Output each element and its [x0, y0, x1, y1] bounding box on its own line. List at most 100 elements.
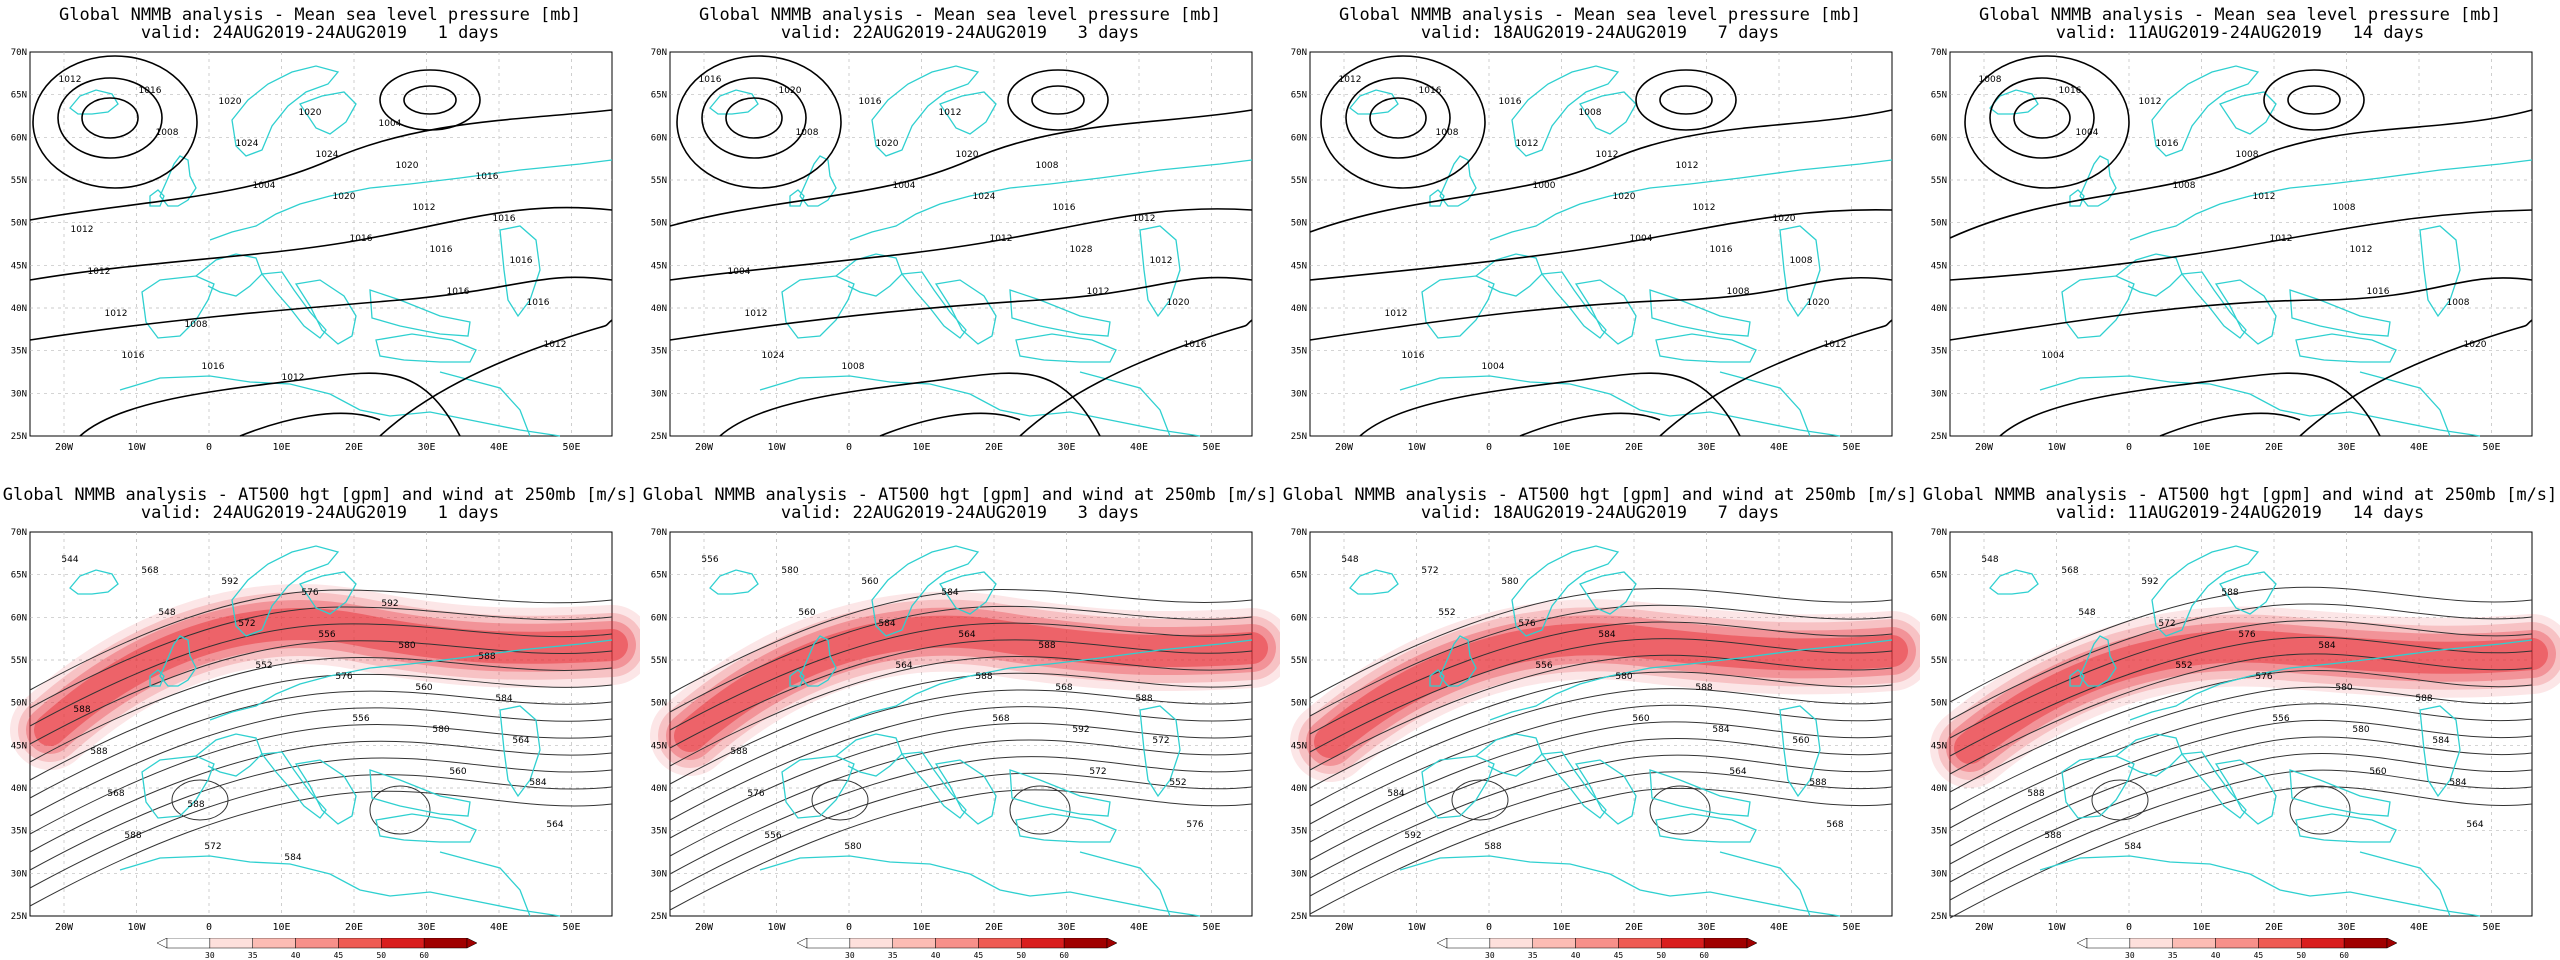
lon-tick-label: 20W	[1335, 922, 1354, 933]
height-label: 588	[975, 672, 992, 682]
isobar-label: 1008	[1036, 161, 1059, 171]
lon-tick-label: 0	[206, 922, 212, 933]
isobar-label: 1004	[728, 267, 751, 277]
isobar-label: 1008	[156, 128, 179, 138]
lat-tick-label: 35N	[1291, 827, 1307, 837]
colorbar-tick: 40	[2211, 951, 2221, 960]
height-label: 588	[478, 652, 495, 662]
colorbar-tick: 35	[1528, 951, 1538, 960]
lon-tick-label: 20W	[1335, 442, 1354, 453]
height-label: 580	[1501, 577, 1518, 587]
lon-tick-label: 0	[1486, 442, 1492, 453]
isobars	[1309, 55, 1893, 437]
colorbar-bin	[2258, 938, 2302, 949]
isobar-label: 1016	[1499, 97, 1522, 107]
map-canvas: 1012 1008 1000 1004 1008 1012 1016 1012 1020 1016…	[1291, 48, 1893, 453]
height-label: 556	[352, 714, 369, 724]
isobar-label: 1020	[2464, 340, 2487, 350]
isobar-label: 1020	[333, 192, 356, 202]
lat-tick-label: 60N	[1931, 133, 1947, 143]
colorbar-bin	[338, 938, 382, 949]
lon-tick-label: 50E	[2482, 442, 2500, 453]
colorbar: 30 35 40 45 50 60	[2077, 938, 2398, 960]
isobars	[1949, 55, 2533, 437]
colorbar-bin	[2172, 938, 2216, 949]
colorbar-tick: 30	[845, 951, 855, 960]
colorbar: 30 35 40 45 50 60	[1437, 938, 1758, 960]
panel-title: Global NMMB analysis - Mean sea level pr…	[59, 5, 581, 25]
lat-tick-label: 60N	[1931, 613, 1947, 623]
z500-jet-map-panel: 548 552 556 560 564 568 572 576 580 584 588 592 580 5…	[1280, 480, 1920, 960]
lat-tick-label: 50N	[651, 699, 667, 709]
colorbar-bin	[2129, 938, 2173, 949]
panel-valid-period: valid: 18AUG2019-24AUG2019 7 days	[1420, 503, 1780, 523]
height-label: 588	[2221, 588, 2238, 598]
lon-tick-label: 20E	[985, 922, 1003, 933]
isobar-label: 1008	[1790, 256, 1813, 266]
contour-labels: 1016 1008 1004 1012 1012 1016 1020 1020 1024 1028…	[699, 75, 1207, 372]
panel-valid-period: valid: 18AUG2019-24AUG2019 7 days	[1420, 23, 1780, 43]
lat-tick-label: 25N	[11, 432, 27, 442]
colorbar-bin	[892, 938, 936, 949]
colorbar-low-arrow	[157, 938, 168, 949]
isobar-label: 1020	[299, 108, 322, 118]
contour-labels: 1008 1004 1008 1012 1016 1020 1016 1016 1012 1012…	[1979, 75, 2487, 361]
lon-tick-label: 30E	[1057, 922, 1075, 933]
lat-tick-label: 65N	[651, 571, 667, 581]
isobar-label: 1008	[2333, 203, 2356, 213]
lon-tick-label: 40E	[1770, 922, 1788, 933]
lon-tick-label: 20W	[55, 442, 74, 453]
axis-labels: 70N 65N 60N 55N 50N 45N 40N 35N 30N 25N 20W 10W 0 10E…	[651, 48, 1221, 453]
colorbar-tick: 45	[974, 951, 984, 960]
lon-tick-label: 10W	[1407, 442, 1426, 453]
colorbar-bin	[1532, 938, 1576, 949]
lon-tick-label: 10W	[1407, 922, 1426, 933]
height-label: 572	[1089, 767, 1106, 777]
isobars	[669, 55, 1253, 437]
height-label: 556	[2272, 714, 2289, 724]
panel-valid-period: valid: 24AUG2019-24AUG2019 1 days	[140, 503, 500, 523]
lon-tick-label: 20E	[1625, 922, 1643, 933]
height-label: 588	[1038, 641, 1055, 651]
axis-labels: 70N 65N 60N 55N 50N 45N 40N 35N 30N 25N 20W 10W 0 10E…	[11, 528, 581, 933]
isobar-label: 1012	[990, 234, 1013, 244]
height-label: 572	[2158, 619, 2175, 629]
lon-tick-label: 10E	[1552, 442, 1570, 453]
lat-tick-label: 60N	[11, 133, 27, 143]
height-label: 564	[1729, 767, 1746, 777]
lat-tick-label: 55N	[651, 176, 667, 186]
isobar-label: 1012	[71, 225, 94, 235]
isobar-label: 1020	[396, 161, 419, 171]
isobar-label: 1020	[1807, 298, 1830, 308]
height-label: 560	[1792, 736, 1809, 746]
height-label: 588	[73, 705, 90, 715]
lat-tick-label: 35N	[11, 827, 27, 837]
isobar-label: 1020	[1167, 298, 1190, 308]
isobar-label: 1008	[1727, 287, 1750, 297]
isobar-label: 1008	[2447, 298, 2470, 308]
isobar-label: 1020	[956, 150, 979, 160]
contour-labels: 548 552 556 560 564 568 572 576 580 584 588 592 580 5…	[1341, 555, 1843, 852]
lon-tick-label: 10W	[2047, 922, 2066, 933]
lat-tick-label: 65N	[651, 91, 667, 101]
lon-tick-label: 20E	[2265, 922, 2283, 933]
isobar-label: 1012	[413, 203, 436, 213]
panel-title: Global NMMB analysis - AT500 hgt [gpm] a…	[1922, 485, 2558, 505]
lon-tick-label: 20E	[345, 922, 363, 933]
isobar-label: 1012	[105, 309, 128, 319]
axis-labels: 70N 65N 60N 55N 50N 45N 40N 35N 30N 25N 20W 10W 0 10E…	[1931, 528, 2501, 933]
isobar-label: 1016	[493, 214, 516, 224]
colorbar-bin	[935, 938, 979, 949]
height-label: 576	[747, 789, 764, 799]
colorbar-bin	[1575, 938, 1619, 949]
map-canvas: 556 560 564 568 572 576 580 584 588 592 552 556 560 5…	[650, 528, 1280, 933]
height-label: 584	[941, 588, 958, 598]
map-canvas: 1016 1008 1004 1012 1012 1016 1020 1020 1024 1028…	[651, 48, 1253, 453]
lon-tick-label: 20W	[1975, 442, 1994, 453]
colorbar-bin	[2215, 938, 2259, 949]
axis-labels: 70N 65N 60N 55N 50N 45N 40N 35N 30N 25N 20W 10W 0 10E…	[11, 48, 581, 453]
lat-tick-label: 40N	[1291, 304, 1307, 314]
panel-title: Global NMMB analysis - Mean sea level pr…	[699, 5, 1221, 25]
height-label: 572	[204, 842, 221, 852]
height-label: 584	[878, 619, 895, 629]
